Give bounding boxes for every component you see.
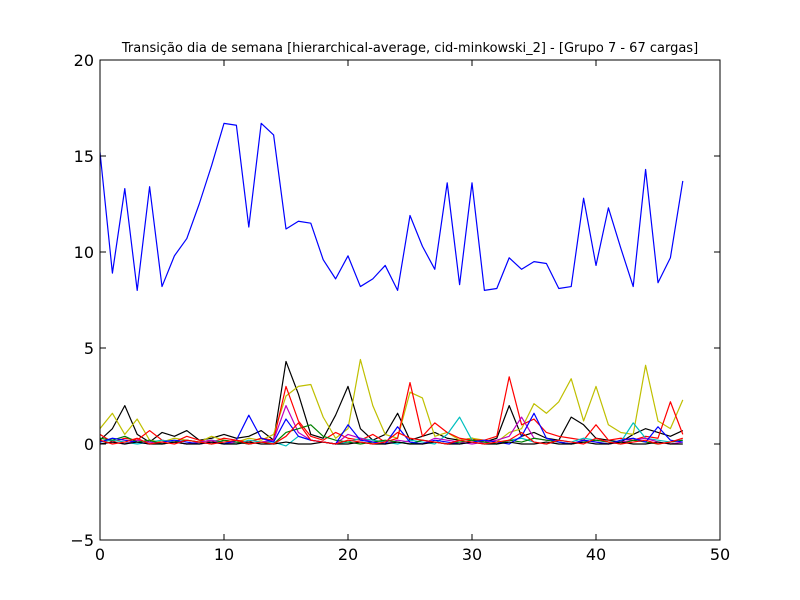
x-tick-label-2: 20: [338, 545, 358, 564]
chart-title: Transição dia de semana [hierarchical-av…: [121, 41, 698, 56]
y-tick-label-4: 15: [74, 147, 94, 166]
y-tick-label-2: 5: [84, 339, 94, 358]
x-tick-label-5: 50: [710, 545, 730, 564]
x-tick-label-1: 10: [214, 545, 234, 564]
series-line-10: [100, 422, 683, 445]
x-tick-label-4: 40: [586, 545, 606, 564]
y-tick-label-5: 20: [74, 51, 94, 70]
y-tick-label-1: 0: [84, 435, 94, 454]
series-line-1: [100, 122, 684, 291]
series-layer: [100, 122, 684, 447]
y-tick-label-0: −5: [70, 531, 94, 550]
x-tick-label-3: 30: [462, 545, 482, 564]
y-tick-label-3: 10: [74, 243, 94, 262]
x-tick-label-0: 0: [95, 545, 105, 564]
series-line-4: [100, 376, 684, 443]
series-line-2: [100, 360, 684, 443]
plot-frame: [99, 59, 721, 541]
plot-area: [100, 60, 720, 540]
